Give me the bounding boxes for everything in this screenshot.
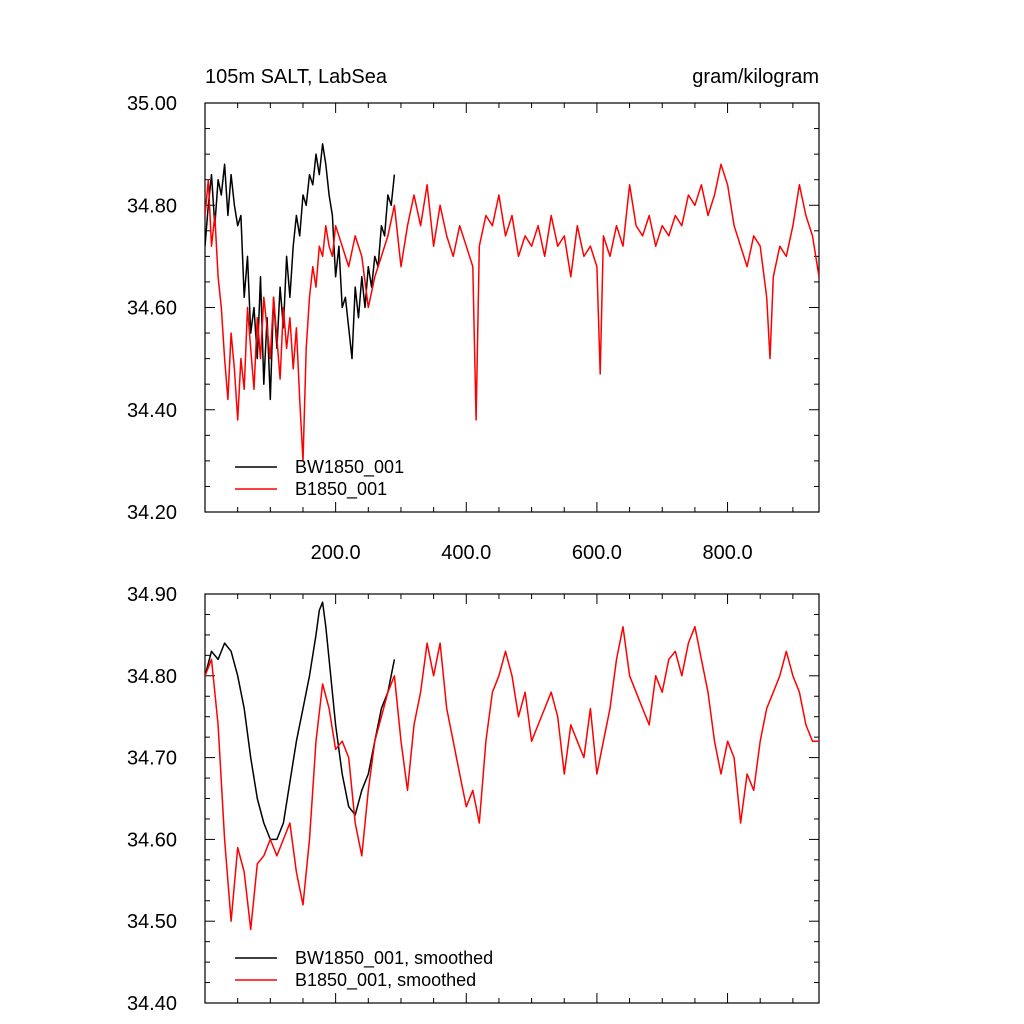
legend-label: BW1850_001, smoothed <box>295 948 493 969</box>
y-tick-label: 34.40 <box>127 993 177 1015</box>
plot-frame <box>204 593 820 1004</box>
x-tick-label: 800.0 <box>703 542 753 564</box>
x-tick-label: 600.0 <box>572 542 622 564</box>
y-tick-label: 34.80 <box>127 666 177 688</box>
plot-frame <box>204 102 820 513</box>
plot-title-left: 105m SALT, LabSea <box>205 66 388 88</box>
y-tick-label: 34.70 <box>127 748 177 770</box>
y-tick-label: 34.40 <box>127 400 177 422</box>
y-tick-label: 34.20 <box>127 502 177 524</box>
x-tick-label: 200.0 <box>311 542 361 564</box>
series-line-bw1850 <box>205 601 396 841</box>
legend-label: B1850_001 <box>295 479 387 500</box>
plot-units-label: gram/kilogram <box>692 66 819 88</box>
y-tick-label: 34.50 <box>127 911 177 933</box>
y-tick-label: 34.80 <box>127 195 177 217</box>
y-tick-label: 35.00 <box>127 93 177 115</box>
bottom-panel: 34.40 34.50 34.60 34.70 34.80 34.90 BW1850_001… <box>127 584 820 1015</box>
series-line-b1850 <box>205 625 819 931</box>
top-panel: 34.20 34.40 34.60 34.80 35.00 200.0 400.0 600.0… <box>127 66 820 564</box>
series-group <box>205 143 819 462</box>
x-tick-label: 400.0 <box>441 542 491 564</box>
y-tick-label: 34.90 <box>127 584 177 606</box>
y-tick-label: 34.60 <box>127 298 177 320</box>
legend-label: BW1850_001 <box>295 457 404 478</box>
series-line-bw1850 <box>205 143 396 401</box>
series-line-b1850 <box>205 163 819 462</box>
y-tick-label: 34.60 <box>127 829 177 851</box>
series-group <box>205 601 819 931</box>
legend-label: B1850_001, smoothed <box>295 970 476 991</box>
